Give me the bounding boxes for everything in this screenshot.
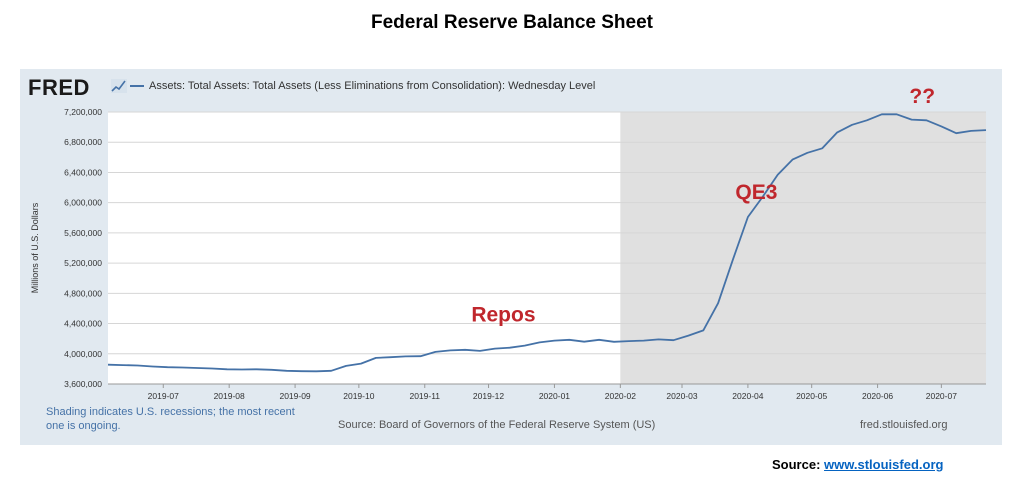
y-tick-label: 6,800,000 [64, 137, 102, 147]
x-tick-label: 2020-06 [862, 391, 893, 401]
x-tick-label: 2020-01 [539, 391, 570, 401]
y-tick-label: 5,600,000 [64, 228, 102, 238]
y-tick-label: 6,000,000 [64, 198, 102, 208]
recession-note: Shading indicates U.S. recessions; the m… [46, 406, 295, 432]
y-tick-label: 4,800,000 [64, 288, 102, 298]
page-source-link[interactable]: www.stlouisfed.org [824, 457, 944, 472]
x-tick-label: 2019-08 [214, 391, 245, 401]
recession-shading [620, 112, 986, 384]
data-source-note: Source: Board of Governors of the Federa… [338, 419, 656, 431]
fred-trend-line-icon [111, 79, 127, 93]
annotation-question-marks: ?? [909, 85, 935, 108]
page-title: Federal Reserve Balance Sheet [371, 12, 653, 33]
x-tick-label: 2019-11 [409, 391, 440, 401]
annotation-qe3: QE3 [735, 181, 777, 204]
annotation-repos: Repos [471, 303, 535, 326]
x-tick-label: 2020-07 [926, 391, 957, 401]
x-tick-label: 2020-03 [666, 391, 697, 401]
page-source-label: Source: [772, 457, 821, 472]
fred-logo[interactable]: FRED [28, 75, 90, 100]
fred-url[interactable]: fred.stlouisfed.org [860, 419, 948, 431]
x-tick-label: 2019-09 [279, 391, 310, 401]
y-tick-label: 7,200,000 [64, 107, 102, 117]
y-tick-label: 3,600,000 [64, 379, 102, 389]
y-tick-label: 6,400,000 [64, 167, 102, 177]
series-line [107, 113, 987, 373]
y-tick-label: 5,200,000 [64, 258, 102, 268]
series-legend[interactable]: Assets: Total Assets: Total Assets (Less… [130, 80, 595, 92]
x-tick-label: 2020-02 [605, 391, 636, 401]
x-tick-label: 2019-12 [473, 391, 504, 401]
y-tick-label: 4,000,000 [64, 349, 102, 359]
x-tick-label: 2019-07 [148, 391, 179, 401]
y-axis-label: Millions of U.S. Dollars [30, 202, 40, 293]
legend-label: Assets: Total Assets: Total Assets (Less… [149, 80, 596, 92]
x-tick-label: 2020-05 [796, 391, 827, 401]
page-source: Source: www.stlouisfed.org [772, 457, 943, 472]
legend-swatch [130, 85, 144, 87]
x-tick-label: 2020-04 [732, 391, 763, 401]
x-tick-label: 2019-10 [343, 391, 374, 401]
y-tick-label: 4,400,000 [64, 319, 102, 329]
